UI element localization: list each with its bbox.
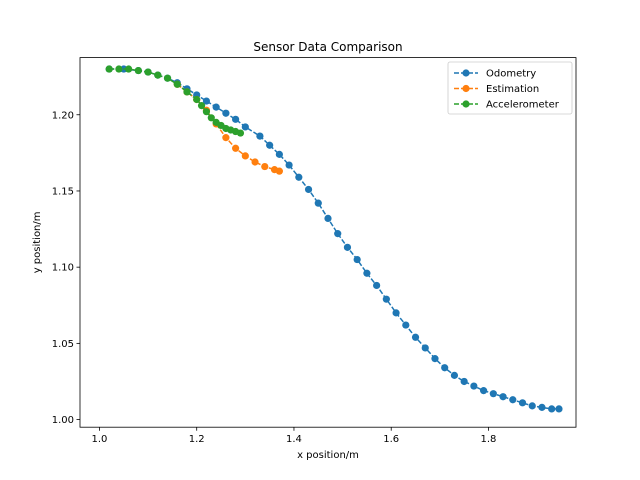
data-point-accelerometer	[144, 68, 152, 76]
data-point-accelerometer	[197, 102, 206, 110]
x-axis-ticks: 1.0 1.2 1.4 1.6 1.8	[91, 427, 496, 445]
data-point-odometry	[266, 141, 274, 149]
y-tick-label: 1.00	[52, 415, 74, 426]
x-axis-label: x position/m	[297, 450, 359, 461]
data-point-odometry	[548, 405, 556, 413]
data-point-odometry	[402, 321, 410, 329]
x-tick-label: 1.8	[481, 434, 497, 445]
data-point-odometry	[275, 150, 283, 158]
y-tick-label: 1.20	[52, 110, 74, 121]
data-point-odometry	[392, 309, 400, 317]
legend-marker	[462, 69, 470, 77]
data-point-odometry	[450, 371, 459, 379]
legend-box	[447, 61, 573, 115]
data-point-accelerometer	[105, 65, 113, 73]
data-point-accelerometer	[183, 88, 191, 96]
data-point-odometry	[499, 393, 507, 401]
y-tick-label: 1.05	[52, 339, 74, 350]
data-point-odometry	[295, 173, 303, 181]
legend-item-estimation: Estimation	[454, 84, 539, 95]
data-point-odometry	[304, 185, 313, 194]
data-point-odometry	[528, 402, 536, 410]
series-line-odometry	[109, 68, 559, 410]
data-point-odometry	[212, 103, 220, 111]
data-point-accelerometer	[154, 71, 162, 79]
x-tick-label: 1.4	[286, 434, 302, 445]
data-point-accelerometer	[236, 129, 245, 137]
data-point-accelerometer	[173, 80, 181, 88]
data-point-odometry	[538, 403, 546, 411]
legend-label: Accelerometer	[486, 100, 560, 111]
data-point-odometry	[232, 115, 240, 123]
data-point-estimation	[241, 152, 249, 160]
data-point-accelerometer	[163, 74, 172, 82]
x-tick-label: 1.2	[189, 434, 205, 445]
data-point-odometry	[480, 387, 488, 395]
y-tick-label: 1.10	[52, 263, 74, 274]
legend: Odometry Estimation Accelerometer	[447, 61, 573, 115]
chart-title: Sensor Data Comparison	[253, 40, 402, 54]
data-point-accelerometer	[202, 108, 211, 116]
data-point-odometry	[470, 382, 478, 390]
data-point-odometry	[382, 295, 390, 303]
y-tick-label: 1.15	[52, 186, 74, 197]
data-point-odometry	[353, 255, 361, 264]
data-point-odometry	[314, 199, 322, 207]
data-point-accelerometer	[193, 95, 201, 104]
data-point-odometry	[421, 344, 429, 352]
data-point-estimation	[222, 134, 230, 142]
data-point-estimation	[232, 144, 240, 152]
data-point-accelerometer	[134, 66, 142, 75]
data-point-odometry	[555, 405, 563, 413]
data-point-odometry	[373, 281, 381, 290]
data-point-estimation	[275, 167, 283, 175]
data-point-odometry	[256, 132, 264, 140]
data-point-accelerometer	[115, 65, 123, 73]
data-point-accelerometer	[207, 114, 215, 122]
data-point-odometry	[460, 377, 468, 386]
legend-label: Odometry	[486, 69, 536, 80]
data-point-estimation	[251, 158, 259, 166]
data-point-odometry	[441, 364, 449, 372]
data-point-odometry	[431, 355, 439, 363]
data-point-odometry	[334, 230, 342, 238]
data-point-odometry	[363, 269, 371, 277]
data-point-odometry	[489, 390, 497, 398]
series-odometry	[105, 65, 563, 413]
data-point-estimation	[261, 162, 269, 171]
legend-marker	[462, 100, 470, 108]
data-point-odometry	[202, 97, 211, 105]
data-point-odometry	[411, 333, 420, 341]
legend-marker	[462, 84, 470, 93]
legend-label: Estimation	[486, 84, 539, 95]
x-tick-label: 1.6	[383, 434, 399, 445]
data-point-odometry	[241, 123, 249, 131]
data-point-accelerometer	[125, 65, 133, 73]
legend-item-accelerometer: Accelerometer	[454, 100, 560, 111]
plot-area-frame	[79, 57, 577, 428]
y-axis-ticks: 1.00 1.05 1.10 1.15 1.20	[52, 110, 80, 426]
data-point-odometry	[285, 161, 293, 169]
data-point-odometry	[324, 214, 332, 222]
data-point-odometry	[222, 109, 230, 117]
data-point-odometry	[343, 243, 352, 251]
data-point-odometry	[509, 396, 517, 404]
data-point-odometry	[518, 399, 527, 407]
legend-item-odometry: Odometry	[454, 69, 536, 80]
series-layer	[105, 65, 563, 413]
x-tick-label: 1.0	[91, 434, 107, 445]
series-accelerometer	[105, 65, 245, 137]
y-axis-label: y position/m	[32, 211, 43, 273]
